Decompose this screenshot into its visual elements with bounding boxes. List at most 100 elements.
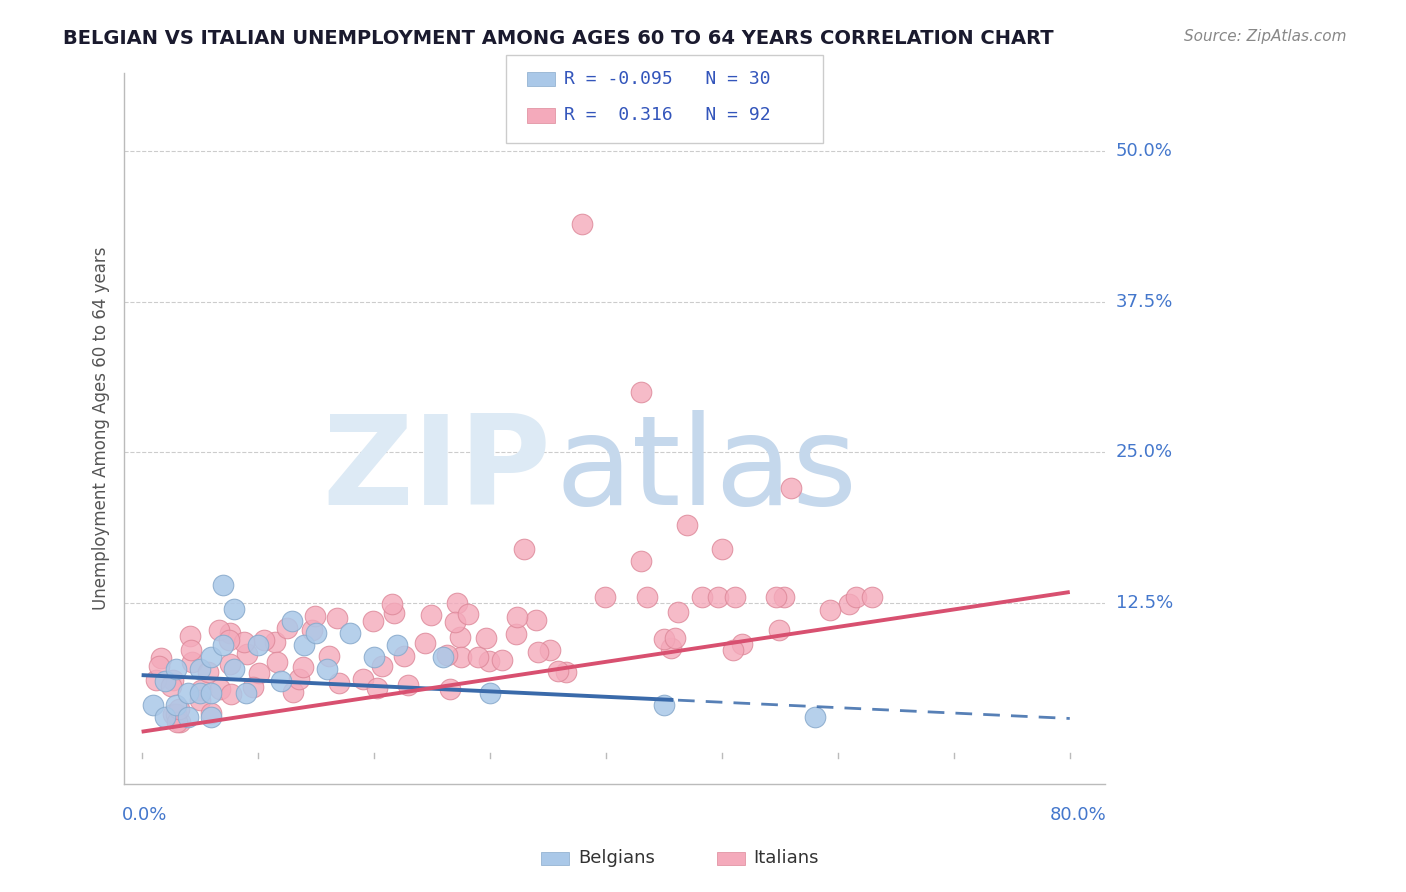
Text: R =  0.316   N = 92: R = 0.316 N = 92 — [564, 106, 770, 124]
Point — [181, 655, 204, 669]
Point — [710, 541, 733, 556]
Point — [659, 640, 682, 655]
Point — [219, 657, 242, 671]
Point — [200, 650, 222, 665]
Point — [439, 682, 461, 697]
Point — [281, 685, 304, 699]
Point — [449, 630, 471, 644]
Point — [162, 706, 184, 721]
Point — [860, 590, 883, 604]
Point — [153, 674, 176, 689]
Point — [432, 650, 454, 665]
Point — [392, 648, 415, 663]
Point — [474, 631, 496, 645]
Text: R = -0.095   N = 30: R = -0.095 N = 30 — [564, 70, 770, 88]
Point — [436, 648, 458, 663]
Point — [288, 672, 311, 686]
Point — [200, 706, 222, 720]
Point — [169, 714, 191, 729]
Point — [167, 702, 190, 716]
Point — [630, 554, 652, 568]
Point — [148, 659, 170, 673]
Point — [690, 590, 713, 604]
Point — [200, 710, 222, 724]
Text: 12.5%: 12.5% — [1116, 594, 1173, 612]
Point — [281, 614, 304, 628]
Point — [385, 638, 408, 652]
Point — [371, 659, 394, 673]
Point — [292, 638, 315, 652]
Point — [177, 686, 200, 700]
Point — [232, 635, 254, 649]
Text: 0.0%: 0.0% — [122, 806, 167, 824]
Point — [571, 217, 593, 231]
Point — [149, 651, 172, 665]
Point — [352, 672, 374, 686]
Point — [768, 623, 790, 637]
Point — [276, 621, 298, 635]
Point — [318, 649, 340, 664]
Point — [363, 650, 385, 665]
Point — [547, 664, 569, 678]
Point — [491, 653, 513, 667]
Point — [446, 596, 468, 610]
Point — [221, 687, 243, 701]
Point — [188, 686, 211, 700]
Text: ZIP: ZIP — [322, 410, 551, 532]
Point — [211, 578, 233, 592]
Point — [339, 626, 361, 640]
Point — [165, 662, 187, 676]
Point — [630, 385, 652, 400]
Point — [326, 611, 349, 625]
Point — [765, 590, 787, 604]
Text: atlas: atlas — [555, 410, 858, 532]
Point — [179, 643, 201, 657]
Point — [396, 678, 419, 692]
Point — [818, 603, 841, 617]
Point — [218, 633, 240, 648]
Point — [527, 645, 550, 659]
Point — [444, 615, 467, 629]
Point — [666, 605, 689, 619]
Point — [292, 660, 315, 674]
Point — [270, 674, 292, 689]
Point — [554, 665, 576, 679]
Text: 50.0%: 50.0% — [1116, 142, 1173, 161]
Point — [506, 609, 529, 624]
Point — [652, 632, 675, 647]
Point — [190, 683, 212, 698]
Point — [235, 648, 257, 662]
Point — [177, 710, 200, 724]
Point — [224, 662, 246, 676]
Point — [145, 673, 167, 687]
Point — [166, 714, 188, 729]
Point — [413, 636, 436, 650]
Point — [419, 607, 441, 622]
Point — [160, 679, 183, 693]
Point — [301, 623, 323, 637]
Point — [524, 613, 547, 627]
Point — [803, 710, 825, 724]
Point — [845, 590, 868, 604]
Point — [165, 698, 187, 713]
Point — [721, 643, 744, 657]
Text: Belgians: Belgians — [578, 849, 655, 867]
Point — [242, 680, 264, 694]
Y-axis label: Unemployment Among Ages 60 to 64 years: Unemployment Among Ages 60 to 64 years — [93, 246, 110, 610]
Point — [676, 517, 699, 532]
Text: BELGIAN VS ITALIAN UNEMPLOYMENT AMONG AGES 60 TO 64 YEARS CORRELATION CHART: BELGIAN VS ITALIAN UNEMPLOYMENT AMONG AG… — [63, 29, 1054, 47]
Point — [208, 623, 231, 637]
Point — [305, 626, 328, 640]
Point — [636, 590, 658, 604]
Point — [316, 662, 339, 676]
Point — [263, 635, 285, 649]
Point — [467, 650, 489, 665]
Point — [381, 597, 404, 611]
Point — [211, 638, 233, 652]
Point — [188, 662, 211, 676]
Point — [224, 602, 246, 616]
Point — [328, 675, 350, 690]
Text: 37.5%: 37.5% — [1116, 293, 1173, 310]
Point — [249, 666, 271, 681]
Point — [513, 541, 536, 556]
